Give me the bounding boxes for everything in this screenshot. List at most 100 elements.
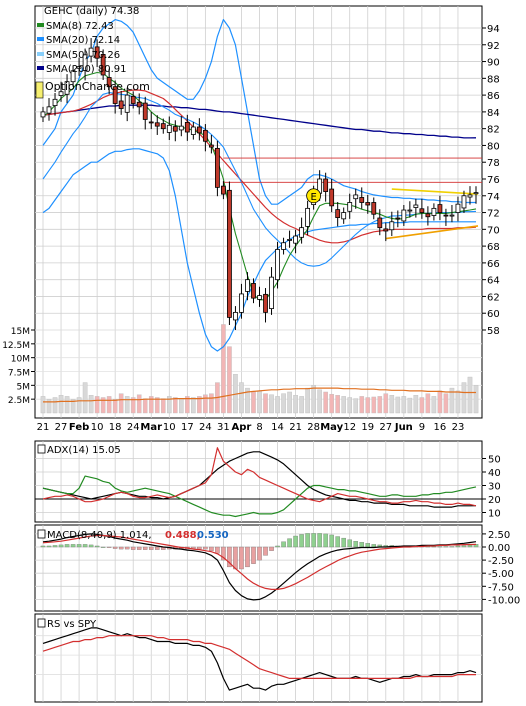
macd-histogram-bar xyxy=(455,545,461,548)
macd-panel-title: MACD(8,40,9) 1.014, xyxy=(47,530,152,541)
candle-body xyxy=(269,276,274,310)
volume-bar xyxy=(100,397,106,414)
macd-histogram-bar xyxy=(106,546,112,548)
macd-histogram-bar xyxy=(130,546,136,550)
macd-histogram-bar xyxy=(148,546,154,550)
price-tick-label: 58 xyxy=(487,326,500,337)
volume-bar xyxy=(136,394,142,414)
candle-body xyxy=(359,197,365,203)
volume-bar xyxy=(275,396,280,414)
volume-bar xyxy=(371,396,377,414)
volume-bar xyxy=(467,376,473,414)
adx-tick-label: 40 xyxy=(488,468,501,479)
volume-bar xyxy=(251,391,256,414)
volume-bar xyxy=(185,396,190,414)
candle-body xyxy=(40,111,46,118)
volume-bar xyxy=(245,387,250,414)
x-tick-label: 24 xyxy=(199,422,212,433)
volume-bar xyxy=(257,390,262,414)
adx-panel-title: ADX(14) 15.05 xyxy=(47,445,121,456)
volume-bar xyxy=(142,398,148,414)
volume-bar xyxy=(154,397,160,414)
candle-body xyxy=(383,228,389,232)
candle-body xyxy=(76,66,82,69)
candle-body xyxy=(215,147,220,188)
volume-bar xyxy=(40,396,46,414)
rs-panel xyxy=(34,613,483,703)
candle-body xyxy=(196,126,202,134)
volume-bar xyxy=(46,398,52,414)
candle-body xyxy=(184,121,190,133)
volume-bar xyxy=(419,397,425,414)
price-tick-label: 76 xyxy=(487,175,500,186)
earnings-marker-icon xyxy=(306,188,322,204)
volume-bar xyxy=(449,387,455,414)
macd-histogram-bar xyxy=(275,545,280,548)
candle-body xyxy=(64,81,70,95)
price-tick-label: 82 xyxy=(487,125,500,136)
volume-bar xyxy=(353,398,359,414)
macd-histogram-bar xyxy=(40,545,46,548)
macd-histogram-bar xyxy=(203,546,208,550)
macd-histogram-bar xyxy=(239,546,244,570)
candle-body xyxy=(94,46,100,59)
macd-histogram-value: 0.530 xyxy=(197,530,229,541)
legend-swatch xyxy=(37,37,44,41)
volume-bar xyxy=(130,397,136,414)
candle-body xyxy=(281,242,286,250)
x-tick-label: 14 xyxy=(271,422,284,433)
candle-body xyxy=(172,126,178,132)
candle-body xyxy=(419,208,425,213)
candle-body xyxy=(154,122,160,127)
candle-body xyxy=(202,129,208,142)
macd-tick-label: -7.50 xyxy=(488,582,514,593)
candle-body xyxy=(227,189,232,318)
macd-line xyxy=(42,533,477,601)
rs-series-line xyxy=(42,635,476,680)
volume-bar xyxy=(407,397,413,414)
candle-body xyxy=(275,249,280,281)
macd-histogram-bar xyxy=(443,546,449,548)
macd-histogram-bar xyxy=(52,545,58,548)
volume-tick-label: 10M xyxy=(11,355,30,365)
price-tick-label: 90 xyxy=(487,58,500,69)
candle-body xyxy=(58,91,64,96)
volume-bar xyxy=(359,396,365,414)
rs-series-line xyxy=(42,627,477,691)
macd-histogram-bar xyxy=(461,545,467,548)
x-tick-label: 9 xyxy=(419,422,425,433)
volume-bar xyxy=(335,395,340,414)
price-tick-label: 64 xyxy=(487,276,500,287)
candle-body xyxy=(401,209,407,222)
volume-bar xyxy=(365,397,371,414)
volume-bar xyxy=(413,395,419,414)
candle-body xyxy=(287,238,292,241)
macd-signal-value: 0.488, xyxy=(165,530,200,541)
legend-label: SMA(20) 72.14 xyxy=(46,35,120,46)
volume-bar xyxy=(88,395,94,414)
volume-bar xyxy=(203,394,208,414)
candle-body xyxy=(353,194,359,200)
candle-body xyxy=(46,106,52,114)
candle-body xyxy=(461,195,467,209)
macd-histogram-bar xyxy=(64,544,70,548)
x-tick-label: 19 xyxy=(361,422,374,433)
candle-body xyxy=(178,125,184,131)
macd-panel xyxy=(34,524,483,612)
volume-bar xyxy=(389,395,395,414)
x-tick-label: Feb xyxy=(69,422,89,433)
price-tick-label: 86 xyxy=(487,91,500,102)
adx-series-line xyxy=(42,475,477,518)
volume-bar xyxy=(401,396,407,414)
candle-body xyxy=(437,204,443,213)
price-tick-label: 66 xyxy=(487,259,500,270)
price-tick-label: 80 xyxy=(487,141,500,152)
volume-bar xyxy=(383,393,389,414)
adx-tick-label: 20 xyxy=(488,495,501,506)
macd-histogram-bar xyxy=(299,534,304,548)
rs-legend-box xyxy=(37,618,46,628)
macd-tick-label: -2.50 xyxy=(488,556,514,567)
x-tick-label: 27 xyxy=(379,422,392,433)
